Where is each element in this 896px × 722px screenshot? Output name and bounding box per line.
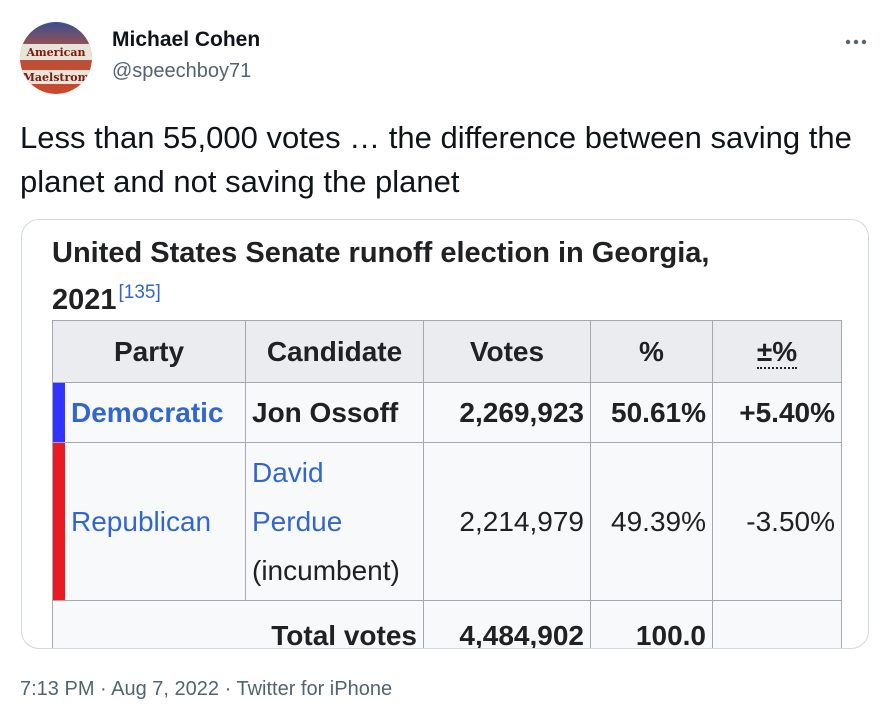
- avatar[interactable]: American Maelstrom: [20, 22, 92, 94]
- votes-cell: 2,214,979: [423, 442, 591, 601]
- tweet-media-image[interactable]: United States Senate runoff election in …: [21, 219, 869, 649]
- candidate-cell: Jon Ossoff: [245, 382, 424, 443]
- more-options-button[interactable]: [836, 26, 876, 58]
- avatar-text-bottom: Maelstrom: [23, 71, 90, 84]
- candidate-link-perdue[interactable]: David Perdue: [252, 457, 343, 537]
- table-header-row: Party Candidate Votes % ±%: [52, 320, 842, 383]
- tweet-date: Aug 7, 2022: [111, 678, 220, 700]
- table-row: Republican David Perdue (incumbent) 2,21…: [52, 442, 842, 601]
- election-results-table: Party Candidate Votes % ±% Democratic Jo…: [52, 320, 842, 648]
- avatar-text-top: American: [26, 46, 86, 59]
- separator: ·: [94, 678, 112, 700]
- percent-cell: 49.39%: [590, 442, 713, 601]
- party-cell: Republican: [52, 442, 246, 601]
- total-label-cell: Total votes: [52, 600, 424, 648]
- total-votes-cell: 4,484,902: [423, 600, 591, 648]
- avatar-image: American Maelstrom: [20, 22, 92, 94]
- separator: ·: [219, 678, 237, 700]
- tweet-time-link[interactable]: 7:13 PM · Aug 7, 2022: [20, 678, 219, 700]
- tweet-text: Less than 55,000 votes … the difference …: [20, 120, 852, 199]
- tweet-source-link[interactable]: Twitter for iPhone: [236, 678, 393, 700]
- table-caption-text: United States Senate runoff election in …: [52, 237, 710, 316]
- header-percent: %: [590, 320, 713, 383]
- caption-reference: [135]: [118, 282, 161, 303]
- author-handle[interactable]: @speechboy71: [112, 60, 252, 82]
- author-display-name[interactable]: Michael Cohen: [112, 28, 261, 51]
- incumbent-note: (incumbent): [252, 555, 400, 586]
- party-link-republican[interactable]: Republican: [71, 505, 212, 537]
- votes-cell: 2,269,923: [423, 382, 591, 443]
- table-row: Democratic Jon Ossoff 2,269,923 50.61% +…: [52, 382, 842, 443]
- total-row: Total votes 4,484,902 100.0: [52, 600, 842, 648]
- party-color-stripe: [53, 443, 65, 600]
- header-change-label: ±%: [756, 335, 798, 369]
- total-percent-cell: 100.0: [590, 600, 713, 648]
- party-color-stripe: [53, 383, 65, 442]
- tweet-time: 7:13 PM: [20, 678, 95, 700]
- table-caption: United States Senate runoff election in …: [52, 230, 812, 327]
- ellipsis-icon: [845, 39, 867, 45]
- change-cell: +5.40%: [712, 382, 842, 443]
- party-link-democratic[interactable]: Democratic: [71, 396, 224, 428]
- total-change-cell: [712, 600, 842, 648]
- candidate-cell: David Perdue (incumbent): [245, 442, 424, 601]
- header-votes: Votes: [423, 320, 591, 383]
- header-candidate: Candidate: [245, 320, 424, 383]
- header-change: ±%: [712, 320, 842, 383]
- header-party: Party: [52, 320, 246, 383]
- change-cell: -3.50%: [712, 442, 842, 601]
- percent-cell: 50.61%: [590, 382, 713, 443]
- party-cell: Democratic: [52, 382, 246, 443]
- tweet-timestamp: 7:13 PM · Aug 7, 2022 · Twitter for iPho…: [20, 678, 392, 701]
